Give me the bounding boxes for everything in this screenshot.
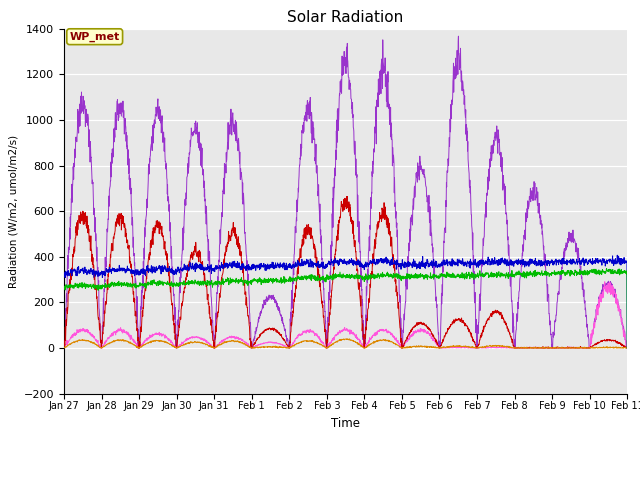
Text: WP_met: WP_met: [70, 32, 120, 42]
Title: Solar Radiation: Solar Radiation: [287, 10, 404, 25]
X-axis label: Time: Time: [331, 417, 360, 430]
Y-axis label: Radiation (W/m2, umol/m2/s): Radiation (W/m2, umol/m2/s): [8, 134, 18, 288]
